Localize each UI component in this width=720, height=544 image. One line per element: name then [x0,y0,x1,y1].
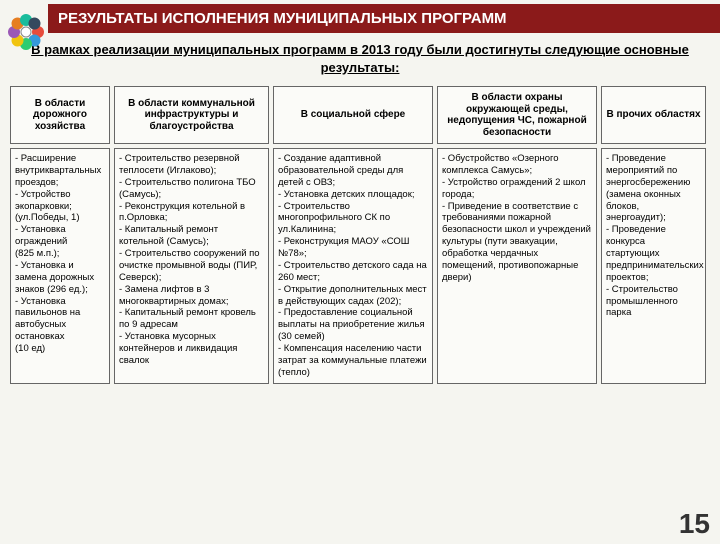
col-body-roads: - Расширение внутриквартальных проездов;… [10,148,110,384]
col-header-utilities: В области коммунальной инфраструктуры и … [114,86,269,144]
page-number: 15 [679,508,710,540]
col-body-other: - Проведение мероприятий по энергосбереж… [601,148,706,384]
col-body-utilities: - Строительство резервной теплосети (Игл… [114,148,269,384]
col-header-environment: В области охраны окружающей среды, недоп… [437,86,597,144]
logo-icon [4,10,48,54]
col-body-environment: - Обустройство «Озерного комплекса Самус… [437,148,597,384]
col-header-other: В прочих областях [601,86,706,144]
col-body-social: - Создание адаптивной образовательной ср… [273,148,433,384]
results-grid: В области дорожного хозяйства В области … [0,86,720,384]
col-header-roads: В области дорожного хозяйства [10,86,110,144]
col-header-social: В социальной сфере [273,86,433,144]
page-title: РЕЗУЛЬТАТЫ ИСПОЛНЕНИЯ МУНИЦИПАЛЬНЫХ ПРОГ… [48,4,720,33]
subtitle: В рамках реализации муниципальных програ… [20,41,700,76]
